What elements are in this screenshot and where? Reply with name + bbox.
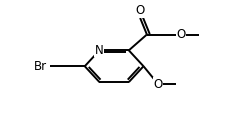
Text: O: O	[135, 4, 144, 17]
Text: N: N	[95, 44, 103, 57]
Text: Br: Br	[34, 60, 47, 73]
Text: O: O	[153, 78, 162, 91]
Text: O: O	[176, 28, 184, 41]
